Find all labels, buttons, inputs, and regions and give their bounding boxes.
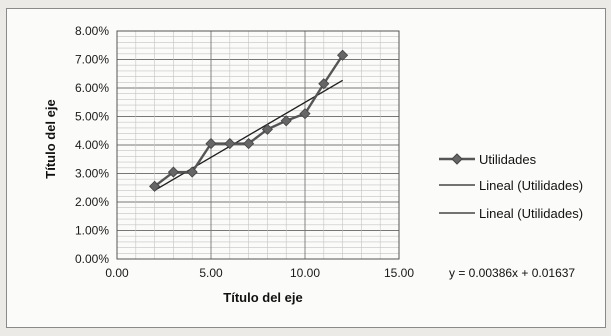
grid [116,30,400,260]
legend: Utilidades Lineal (Utilidades) Lineal (U… [439,152,583,221]
legend-item-lineal-2: Lineal (Utilidades) [439,206,583,221]
x-tick-label: 5.00 [199,266,223,280]
data-point-utilidades [261,123,273,135]
data-point-utilidades [299,108,311,120]
y-tick-label: 3.00% [75,167,109,181]
y-tick-label: 6.00% [75,81,109,95]
y-tick-label: 1.00% [75,224,109,238]
data-point-utilidades [205,138,217,150]
trendline-equation: y = 0.00386x + 0.01637 [449,266,575,280]
x-tick-label: 10.00 [290,266,320,280]
y-axis-ticks: 0.00% 1.00% 2.00% 3.00% 4.00% 5.00% 6.00% 7.00%… [75,24,109,266]
y-tick-label: 8.00% [75,24,109,38]
data-point-utilidades [167,166,179,178]
legend-label-utilidades: Utilidades [479,152,537,167]
data-point-utilidades [337,49,349,61]
data-point-utilidades [280,115,292,127]
chart-area: 0.00% 1.00% 2.00% 3.00% 4.00% 5.00% 6.00% 7.00%… [6,8,606,328]
data-point-utilidades [149,180,161,192]
y-tick-label: 5.00% [75,110,109,124]
chart-svg: 0.00% 1.00% 2.00% 3.00% 4.00% 5.00% 6.00% 7.00%… [43,24,583,305]
data-point-utilidades [186,166,198,178]
legend-label-lineal-2: Lineal (Utilidades) [479,206,583,221]
y-tick-label: 4.00% [75,138,109,152]
legend-label-lineal-1: Lineal (Utilidades) [479,178,583,193]
y-tick-label: 7.00% [75,53,109,67]
data-point-utilidades [243,138,255,150]
data-point-utilidades [318,78,330,90]
plot-area [116,30,400,260]
x-tick-label: 0.00 [105,266,129,280]
series-utilidades [149,49,349,192]
y-tick-label: 2.00% [75,195,109,209]
y-axis-title: Título del eje [43,99,58,178]
x-axis-ticks: 0.00 5.00 10.00 15.00 [105,266,414,280]
legend-marker-diamond [451,153,463,165]
x-axis-title: Título del eje [223,290,302,305]
y-tick-label: 0.00% [75,252,109,266]
legend-item-lineal-1: Lineal (Utilidades) [439,178,583,193]
data-point-utilidades [224,138,236,150]
x-tick-label: 15.00 [384,266,414,280]
legend-item-utilidades: Utilidades [439,152,537,167]
